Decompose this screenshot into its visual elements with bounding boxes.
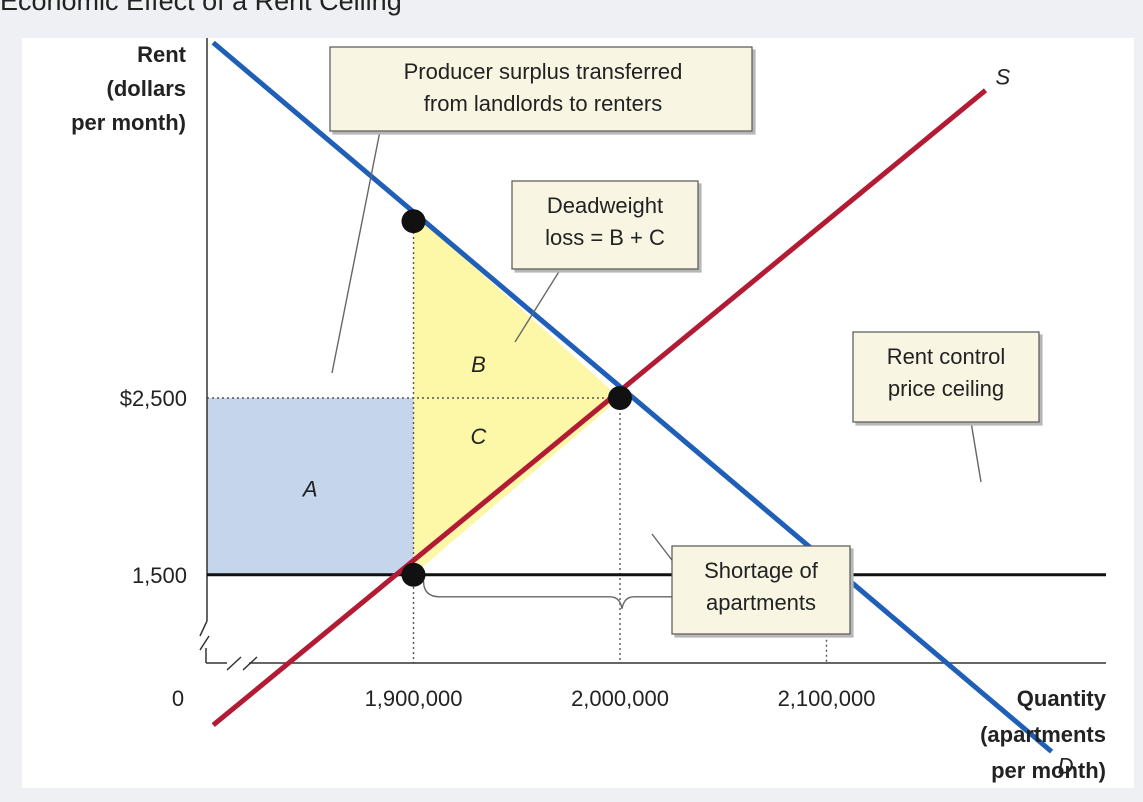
supply-curve [211, 88, 988, 728]
point-marker [401, 209, 426, 234]
x-tick-label: 2,000,000 [571, 686, 669, 711]
x-axis-title-line: Quantity [1017, 686, 1107, 711]
rent-control-label-line: price ceiling [888, 376, 1004, 401]
y-tick-label: 1,500 [132, 563, 187, 588]
shortage-label-line: apartments [706, 590, 816, 615]
shortage-label-line: Shortage of [704, 558, 819, 583]
x-tick-label: 2,100,000 [778, 686, 876, 711]
area-b-label: B [471, 352, 486, 377]
producer-surplus-label-line: Producer surplus transferred [404, 59, 683, 84]
deadweight-loss-label-line: loss = B + C [545, 225, 665, 250]
supply-label: S [996, 64, 1011, 89]
shortage-box [671, 545, 851, 635]
y-axis-break-mark [199, 635, 210, 651]
x-axis-title-line: per month) [991, 758, 1106, 783]
rent-control-box [852, 331, 1040, 423]
rent-control-label-line: Rent control [887, 344, 1006, 369]
deadweight-loss-label-line: Deadweight [547, 193, 663, 218]
producer-surplus-box [329, 46, 753, 132]
y-axis-title-line: per month) [71, 110, 186, 135]
x-axis-break-mark [226, 656, 242, 671]
deadweight-loss-leader [514, 269, 561, 343]
point-marker [608, 386, 632, 410]
demand-curve [211, 40, 1054, 754]
y-axis-title-line: (dollars [107, 76, 186, 101]
area-c [413, 398, 620, 575]
chart-title: Economic Effect of a Rent Ceiling [0, 0, 402, 16]
demand-label: D [1058, 754, 1074, 779]
point-marker [401, 562, 426, 587]
deadweight-loss-box [511, 180, 699, 270]
producer-surplus-label-line: from landlords to renters [424, 91, 662, 116]
origin-label: 0 [172, 686, 184, 711]
x-axis-title-line: (apartments [980, 722, 1106, 747]
area-a-label: A [301, 476, 318, 501]
producer-surplus-leader [331, 130, 381, 374]
area-c-label: C [471, 424, 487, 449]
rent-control-leader [970, 421, 982, 483]
y-axis-title-line: Rent [137, 42, 187, 67]
y-axis-break-mark [199, 620, 208, 637]
y-tick-label: $2,500 [120, 386, 187, 411]
area-a [207, 398, 414, 575]
x-tick-label: 1,900,000 [365, 686, 463, 711]
